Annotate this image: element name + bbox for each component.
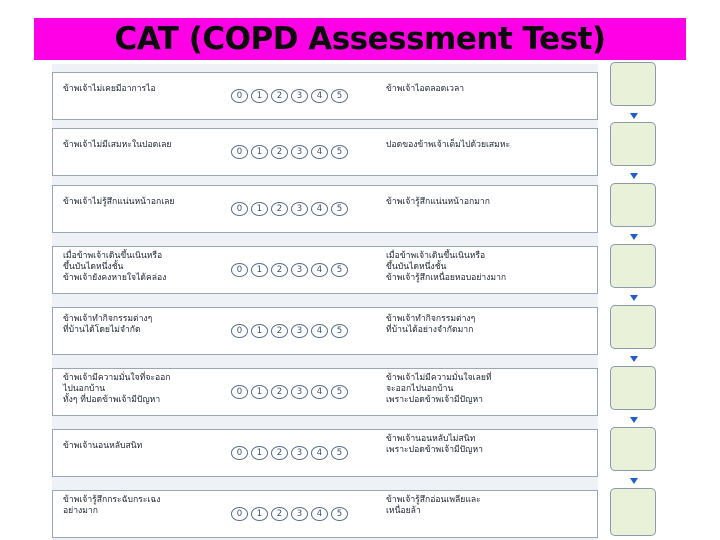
rating-option[interactable]: 3 (291, 89, 308, 103)
rating-option[interactable]: 5 (331, 89, 348, 103)
rating-option[interactable]: 5 (331, 202, 348, 216)
rating-option[interactable]: 4 (311, 385, 328, 399)
rating-option[interactable]: 1 (251, 263, 268, 277)
rating-option[interactable]: 1 (251, 507, 268, 521)
question-right-statement: ปอดของข้าพเจ้าเต็มไปด้วยเสมหะ (386, 140, 511, 150)
question-left-statement: ข้าพเจ้าไม่เคยมีอาการไอ (63, 84, 156, 94)
rating-option[interactable]: 4 (311, 202, 328, 216)
rating-option[interactable]: 3 (291, 263, 308, 277)
rating-option[interactable]: 2 (271, 385, 288, 399)
arrow-down-icon (630, 478, 638, 484)
rating-option[interactable]: 4 (311, 145, 328, 159)
rating-option[interactable]: 5 (331, 145, 348, 159)
rating-option[interactable]: 1 (251, 145, 268, 159)
score-box[interactable] (610, 305, 656, 349)
arrow-down-icon (630, 295, 638, 301)
rating-option[interactable]: 0 (231, 385, 248, 399)
rating-option[interactable]: 2 (271, 202, 288, 216)
rating-option[interactable]: 0 (231, 324, 248, 338)
question-right-statement: ข้าพเจ้าไอตลอดเวลา (386, 84, 465, 94)
arrow-down-icon (630, 173, 638, 179)
rating-option[interactable]: 1 (251, 89, 268, 103)
question-row: ข้าพเจ้าทำกิจกรรมต่างๆ ที่บ้านได้โดยไม่จ… (52, 307, 598, 355)
rating-option[interactable]: 3 (291, 324, 308, 338)
question-row: ข้าพเจ้าไม่เคยมีอาการไอ 0 1 2 3 4 5 ข้าพเจ้าไอต… (52, 72, 598, 120)
rating-option[interactable]: 0 (231, 89, 248, 103)
score-box[interactable] (610, 488, 656, 536)
rating-option[interactable]: 4 (311, 507, 328, 521)
rating-option[interactable]: 1 (251, 324, 268, 338)
rating-option[interactable]: 4 (311, 263, 328, 277)
cat-form: ข้าพเจ้าไม่เคยมีอาการไอ 0 1 2 3 4 5 ข้าพเจ้าไอต… (52, 64, 598, 540)
rating-option[interactable]: 2 (271, 89, 288, 103)
rating-option[interactable]: 0 (231, 507, 248, 521)
title-banner: CAT (COPD Assessment Test) (34, 18, 686, 60)
question-left-statement: ข้าพเจ้ามีความมั่นใจที่จะออก ไปนอกบ้าน ท… (63, 373, 171, 405)
rating-option[interactable]: 2 (271, 507, 288, 521)
rating-option[interactable]: 2 (271, 324, 288, 338)
rating-option[interactable]: 0 (231, 145, 248, 159)
score-box[interactable] (610, 244, 656, 288)
rating-option[interactable]: 1 (251, 446, 268, 460)
question-left-statement: เมื่อข้าพเจ้าเดินขึ้นเนินหรือ ขึ้นบันไดห… (63, 251, 167, 283)
rating-option[interactable]: 0 (231, 263, 248, 277)
rating-option[interactable]: 4 (311, 324, 328, 338)
question-right-statement: ข้าพเจ้านอนหลับไม่สนิท เพราะปอดข้าพเจ้าม… (386, 434, 483, 455)
question-left-statement: ข้าพเจ้าไม่รู้สึกแน่นหน้าอกเลย (63, 197, 175, 207)
question-row: ข้าพเจ้ามีความมั่นใจที่จะออก ไปนอกบ้าน ท… (52, 368, 598, 416)
rating-option[interactable]: 3 (291, 145, 308, 159)
arrow-down-icon (630, 417, 638, 423)
rating-option[interactable]: 5 (331, 324, 348, 338)
score-box[interactable] (610, 62, 656, 106)
rating-option[interactable]: 2 (271, 145, 288, 159)
rating-option[interactable]: 5 (331, 385, 348, 399)
question-left-statement: ข้าพเจ้ารู้สึกกระฉับกระเฉง อย่างมาก (63, 495, 161, 516)
rating-option[interactable]: 5 (331, 507, 348, 521)
question-right-statement: เมื่อข้าพเจ้าเดินขึ้นเนินหรือ ขึ้นบันไดห… (386, 251, 507, 283)
rating-option[interactable]: 0 (231, 202, 248, 216)
rating-option[interactable]: 4 (311, 446, 328, 460)
arrow-down-icon (630, 234, 638, 240)
rating-option[interactable]: 5 (331, 263, 348, 277)
rating-option[interactable]: 2 (271, 446, 288, 460)
question-left-statement: ข้าพเจ้าไม่มีเสมหะในปอดเลย (63, 140, 172, 150)
question-row: ข้าพเจ้าไม่รู้สึกแน่นหน้าอกเลย 0 1 2 3 4 5 ข้าพ… (52, 185, 598, 233)
question-right-statement: ข้าพเจ้าทำกิจกรรมต่างๆ ที่บ้านได้อย่างจำ… (386, 314, 476, 335)
question-left-statement: ข้าพเจ้านอนหลับสนิท (63, 441, 143, 451)
rating-option[interactable]: 1 (251, 385, 268, 399)
score-box[interactable] (610, 366, 656, 410)
rating-option[interactable]: 4 (311, 89, 328, 103)
score-box[interactable] (610, 122, 656, 166)
question-row: ข้าพเจ้ารู้สึกกระฉับกระเฉง อย่างมาก 0 1 2 3 4… (52, 490, 598, 538)
question-row: ข้าพเจ้านอนหลับสนิท 0 1 2 3 4 5 ข้าพเจ้านอนหลับ… (52, 429, 598, 477)
rating-option[interactable]: 3 (291, 385, 308, 399)
question-right-statement: ข้าพเจ้ารู้สึกแน่นหน้าอกมาก (386, 197, 490, 207)
rating-option[interactable]: 3 (291, 507, 308, 521)
rating-option[interactable]: 3 (291, 446, 308, 460)
question-left-statement: ข้าพเจ้าทำกิจกรรมต่างๆ ที่บ้านได้โดยไม่จ… (63, 314, 153, 335)
rating-option[interactable]: 2 (271, 263, 288, 277)
rating-option[interactable]: 1 (251, 202, 268, 216)
score-box[interactable] (610, 183, 656, 227)
question-row: ข้าพเจ้าไม่มีเสมหะในปอดเลย 0 1 2 3 4 5 ปอดของข้… (52, 128, 598, 176)
rating-option[interactable]: 0 (231, 446, 248, 460)
score-box[interactable] (610, 427, 656, 471)
rating-option[interactable]: 5 (331, 446, 348, 460)
page-title: CAT (COPD Assessment Test) (114, 21, 606, 57)
rating-option[interactable]: 3 (291, 202, 308, 216)
question-right-statement: ข้าพเจ้ารู้สึกอ่อนเพลียและ เหนื่อยล้า (386, 495, 481, 516)
arrow-down-icon (630, 356, 638, 362)
question-row: เมื่อข้าพเจ้าเดินขึ้นเนินหรือ ขึ้นบันไดห… (52, 246, 598, 294)
question-right-statement: ข้าพเจ้าไม่มีความมั่นใจเลยที่ จะออกไปนอก… (386, 373, 492, 405)
arrow-down-icon (630, 113, 638, 119)
